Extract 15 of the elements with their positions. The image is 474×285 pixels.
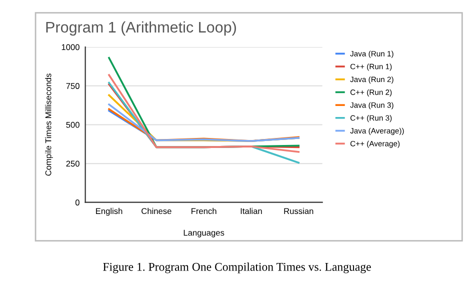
- x-tick-label: Italian: [240, 208, 262, 214]
- x-tick-label: English: [96, 208, 122, 216]
- y-tick-label: 500: [66, 122, 80, 128]
- y-tick-label: 750: [66, 83, 80, 89]
- y-axis-title: Compile Times Milliseconds: [45, 74, 53, 176]
- y-tick-label: 250: [66, 160, 80, 167]
- line-series: [108, 74, 300, 153]
- chart-title: Program 1 (Arithmetic Loop): [46, 21, 236, 36]
- x-tick-label: Chinese: [142, 208, 172, 214]
- y-tick-label: 0: [75, 200, 80, 206]
- x-axis-title: Languages: [184, 230, 224, 238]
- x-tick-label: Russian: [284, 208, 314, 214]
- x-tick-label: French: [192, 208, 216, 214]
- caption: Figure 1. Program One Compilation Times vs. Language: [103, 262, 371, 274]
- y-tick-label: 1000: [62, 44, 80, 50]
